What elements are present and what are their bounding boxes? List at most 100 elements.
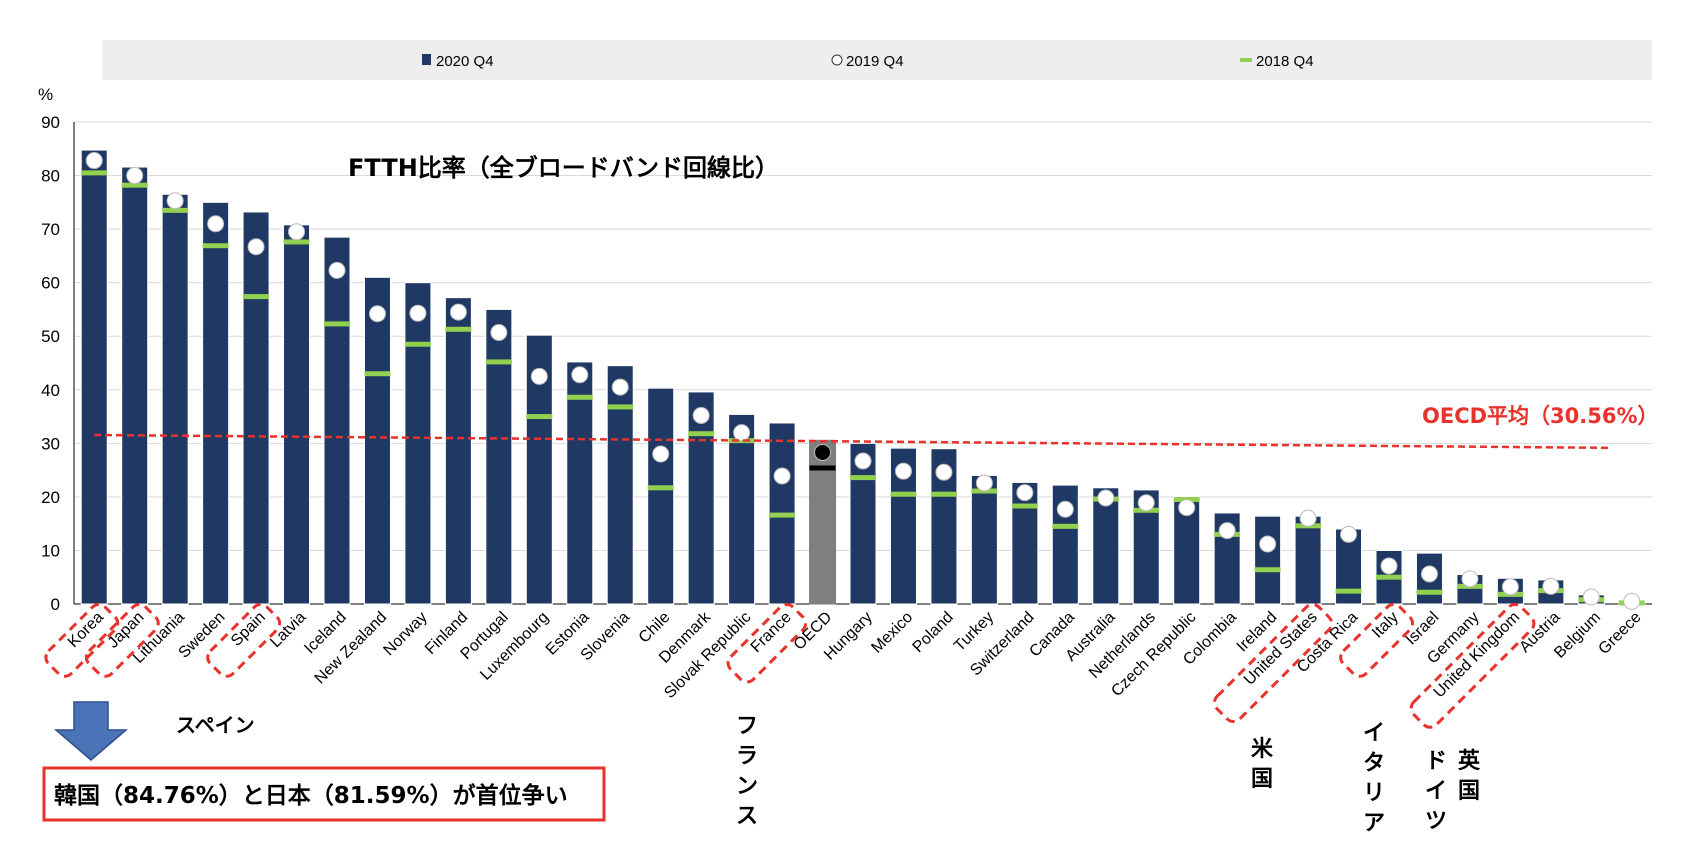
bar-new-zealand xyxy=(363,276,391,605)
dash-2018-norway xyxy=(404,341,431,347)
dash-2018-canada xyxy=(1052,523,1079,529)
y-tick-label: 90 xyxy=(41,113,60,132)
x-tick-label: New Zealand xyxy=(312,609,391,688)
dot-2019-slovak-republic xyxy=(733,424,751,442)
bar-switzerland xyxy=(1011,481,1039,605)
y-axis-ticks: 0 10 20 30 40 50 60 70 80 90 xyxy=(41,113,60,614)
highlight-box-outline xyxy=(1213,603,1334,724)
y-axis-unit-label: % xyxy=(38,85,53,104)
dot-2019-hungary xyxy=(854,452,872,470)
dot-2019-slovenia xyxy=(611,378,629,396)
dot-2019-austria xyxy=(1542,577,1560,595)
x-tick-label: Poland xyxy=(909,609,956,656)
y-tick-label: 60 xyxy=(41,274,60,293)
dash-2018-israel xyxy=(1416,589,1443,595)
highlight-box-outline xyxy=(1339,603,1414,678)
dash-2018-slovenia xyxy=(607,404,634,410)
dash-2018-denmark xyxy=(688,431,715,437)
dot-2019-poland xyxy=(935,463,953,481)
x-tick-label: Italy xyxy=(1369,609,1402,642)
dash-2018-france xyxy=(769,512,796,518)
bar-iceland xyxy=(323,236,351,605)
dot-2019-lithuania xyxy=(166,192,184,210)
annotation-glyph: タ xyxy=(1363,751,1385,776)
highlight-boxes xyxy=(44,603,1536,729)
y-tick-label: 0 xyxy=(51,595,60,614)
bar-estonia xyxy=(566,361,594,605)
dot-2019-luxembourg xyxy=(530,367,548,385)
y-tick-label: 50 xyxy=(41,327,60,346)
dot-2019-iceland xyxy=(328,261,346,279)
dot-2019-mexico xyxy=(894,462,912,480)
annotation-glyph: ン xyxy=(736,774,758,799)
dot-2019-netherlands xyxy=(1137,494,1155,512)
dot-2019-estonia xyxy=(571,366,589,384)
down-arrow-icon xyxy=(53,701,129,761)
y-tick-label: 80 xyxy=(41,167,60,186)
highlight-box-outline xyxy=(44,603,120,678)
dot-2019-australia xyxy=(1097,489,1115,507)
dot-2019-denmark xyxy=(692,406,710,424)
highlight-box xyxy=(1339,603,1414,678)
annotation-glyph: 国 xyxy=(1458,779,1480,804)
legend-label: 2019 Q4 xyxy=(846,53,904,70)
legend: 2020 Q4 2019 Q4 2018 Q4 xyxy=(422,53,1314,70)
bar-spain xyxy=(242,211,270,605)
dash-2018-oecd xyxy=(809,465,836,471)
highlight-box-outline xyxy=(206,603,282,678)
highlight-box-outline xyxy=(1409,603,1536,729)
annotation-glyph: ド xyxy=(1425,749,1447,774)
dash-2018-italy xyxy=(1376,574,1402,580)
annotation-france: フランス xyxy=(736,714,758,829)
dot-2019-portugal xyxy=(490,323,508,341)
bar-hungary xyxy=(849,442,877,605)
highlight-box xyxy=(1213,603,1334,724)
dot-2019-korea xyxy=(85,152,103,170)
dot-2019-oecd xyxy=(814,443,832,461)
dot-2019-france xyxy=(773,467,791,485)
dash-2018-poland xyxy=(930,491,957,497)
bar-ireland xyxy=(1254,515,1282,605)
dash-2018-latvia xyxy=(283,239,310,245)
dash-2018-portugal xyxy=(485,359,512,365)
dash-2018-mexico xyxy=(890,491,917,497)
legend-swatch-bar xyxy=(422,54,431,65)
dash-2018-ireland xyxy=(1254,567,1281,573)
oecd-average-label: OECD平均（30.56%） xyxy=(1422,404,1659,428)
dot-2019-ireland xyxy=(1259,535,1277,553)
highlight-box-outline xyxy=(84,603,160,678)
dash-2018-costa-rica xyxy=(1335,588,1362,594)
dot-2019-canada xyxy=(1056,500,1074,518)
x-tick-label: Greece xyxy=(1595,609,1644,658)
dash-2018-sweden xyxy=(202,243,229,249)
bar-united-states xyxy=(1294,515,1322,605)
dash-2018-iceland xyxy=(324,321,350,327)
bar-denmark xyxy=(687,391,715,605)
annotation-uk: 英国 xyxy=(1458,749,1481,804)
dash-2018-estonia xyxy=(566,394,593,400)
bar-sweden xyxy=(202,201,230,605)
dot-2019-japan xyxy=(126,167,144,185)
dot-2019-costa-rica xyxy=(1340,525,1358,543)
dash-2018-hungary xyxy=(850,475,876,481)
dash-2018-luxembourg xyxy=(526,414,553,420)
dot-2019-greece xyxy=(1623,592,1641,610)
highlight-box xyxy=(84,603,160,678)
dot-2019-chile xyxy=(652,445,670,463)
bar-series-2020 xyxy=(80,149,1646,605)
y-tick-label: 20 xyxy=(41,488,60,507)
dash-2018-spain xyxy=(243,294,270,300)
dot-2019-latvia xyxy=(288,223,306,241)
callout-box xyxy=(42,766,606,822)
y-tick-label: 30 xyxy=(41,434,60,453)
y-tick-label: 10 xyxy=(41,541,60,560)
dash-2018-korea xyxy=(81,170,108,176)
x-tick-label: Chile xyxy=(636,609,674,647)
dot-2019-new-zealand xyxy=(368,305,386,323)
annotation-glyph: 国 xyxy=(1251,767,1273,792)
chart-title: FTTH比率（全ブロードバンド回線比） xyxy=(348,154,779,182)
bar-chile xyxy=(647,387,675,605)
